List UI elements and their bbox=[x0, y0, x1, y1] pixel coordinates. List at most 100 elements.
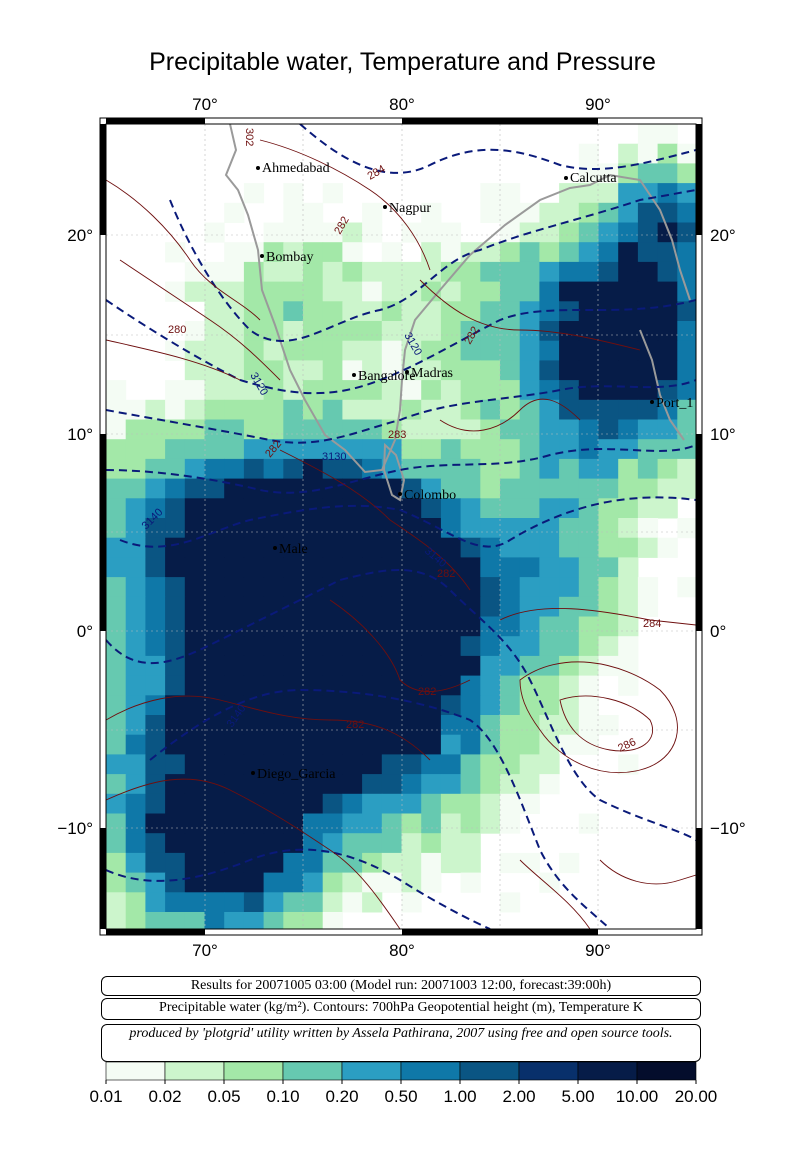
raster-cell bbox=[500, 695, 521, 716]
raster-cell bbox=[657, 360, 678, 381]
raster-cell bbox=[243, 695, 265, 716]
raster-cell bbox=[283, 616, 304, 637]
raster-cell bbox=[519, 242, 540, 263]
raster-cell bbox=[263, 734, 284, 755]
raster-cell bbox=[578, 399, 599, 420]
raster-cell bbox=[303, 577, 324, 598]
precipitable-water-raster bbox=[106, 124, 696, 929]
city-label: Colombo bbox=[404, 488, 456, 503]
raster-cell bbox=[303, 813, 324, 834]
contour-label: 284 bbox=[366, 163, 388, 183]
raster-cell bbox=[618, 616, 639, 637]
raster-cell bbox=[440, 636, 462, 657]
raster-cell bbox=[618, 557, 639, 578]
raster-cell bbox=[421, 380, 442, 401]
raster-cell bbox=[381, 813, 402, 834]
city-male: Male bbox=[273, 542, 308, 557]
lat-tick-left: 0° bbox=[77, 622, 93, 641]
raster-cell bbox=[500, 439, 521, 460]
raster-cell bbox=[598, 715, 619, 736]
raster-cell bbox=[460, 340, 481, 361]
raster-cell bbox=[106, 695, 127, 716]
raster-cell bbox=[145, 518, 166, 539]
raster-cell bbox=[618, 321, 639, 342]
raster-cell bbox=[460, 655, 481, 677]
raster-cell bbox=[421, 439, 442, 460]
raster-cell bbox=[381, 577, 402, 598]
raster-cell bbox=[421, 458, 442, 480]
raster-cell bbox=[322, 715, 343, 736]
contour-label: 282 bbox=[418, 686, 436, 698]
raster-cell bbox=[303, 616, 324, 637]
raster-cell bbox=[283, 202, 304, 223]
raster-cell bbox=[165, 419, 186, 440]
raster-cell bbox=[578, 360, 599, 381]
raster-cell bbox=[519, 715, 540, 736]
raster-cell bbox=[539, 577, 560, 598]
raster-cell bbox=[519, 380, 540, 401]
raster-cell bbox=[480, 202, 501, 223]
raster-cell bbox=[165, 912, 186, 929]
raster-cell bbox=[125, 577, 146, 598]
raster-cell bbox=[283, 242, 304, 263]
raster-cell bbox=[224, 734, 245, 755]
raster-cell bbox=[657, 399, 678, 420]
raster-cell bbox=[106, 399, 127, 420]
raster-cell bbox=[421, 301, 442, 322]
raster-cell bbox=[421, 340, 442, 361]
raster-cell bbox=[519, 636, 540, 657]
geopotential-contours bbox=[106, 124, 696, 929]
raster-cell bbox=[303, 242, 324, 263]
raster-cell bbox=[165, 655, 186, 677]
raster-cell bbox=[224, 340, 245, 361]
raster-cell bbox=[106, 596, 127, 617]
raster-cell bbox=[421, 852, 442, 874]
raster-cell bbox=[401, 301, 422, 322]
colorbar-swatch bbox=[459, 1061, 520, 1081]
raster-cell bbox=[381, 616, 402, 637]
raster-cell bbox=[303, 872, 324, 893]
raster-cell bbox=[322, 399, 343, 420]
city-label: Madras bbox=[411, 366, 453, 381]
raster-cell bbox=[125, 655, 146, 677]
lon-tick-top: 70° bbox=[192, 95, 218, 114]
lon-tick-bottom: 70° bbox=[192, 941, 218, 960]
raster-cell bbox=[519, 458, 540, 480]
raster-cell bbox=[460, 754, 481, 775]
raster-cell bbox=[243, 774, 265, 795]
raster-cell bbox=[322, 340, 343, 361]
raster-cell bbox=[165, 892, 186, 913]
raster-cell bbox=[342, 596, 363, 617]
raster-cell bbox=[381, 793, 402, 814]
raster-cell bbox=[204, 281, 225, 302]
raster-cell bbox=[243, 872, 265, 893]
raster-cell bbox=[421, 636, 442, 657]
raster-cell bbox=[578, 478, 599, 499]
raster-cell bbox=[362, 655, 383, 677]
raster-cell bbox=[303, 715, 324, 736]
raster-cell bbox=[460, 261, 481, 283]
raster-cell bbox=[184, 774, 205, 795]
raster-cell bbox=[500, 557, 521, 578]
raster-cell bbox=[224, 596, 245, 617]
raster-cell bbox=[145, 458, 166, 480]
raster-cell bbox=[243, 518, 265, 539]
raster-cell bbox=[500, 813, 521, 834]
raster-cell bbox=[500, 518, 521, 539]
raster-cell bbox=[283, 655, 304, 677]
raster-cell bbox=[184, 281, 205, 302]
raster-cell bbox=[677, 242, 696, 263]
raster-cell bbox=[243, 793, 265, 814]
raster-cell bbox=[440, 734, 462, 755]
raster-cell bbox=[263, 458, 284, 480]
raster-cell bbox=[440, 261, 462, 283]
colorbar-label: 0.10 bbox=[266, 1087, 299, 1106]
raster-cell bbox=[224, 419, 245, 440]
raster-cell bbox=[204, 399, 225, 420]
raster-cell bbox=[362, 202, 383, 223]
raster-cell bbox=[618, 242, 639, 263]
raster-cell bbox=[303, 281, 324, 302]
raster-cell bbox=[677, 143, 696, 164]
raster-cell bbox=[106, 872, 127, 893]
raster-cell bbox=[243, 242, 265, 263]
